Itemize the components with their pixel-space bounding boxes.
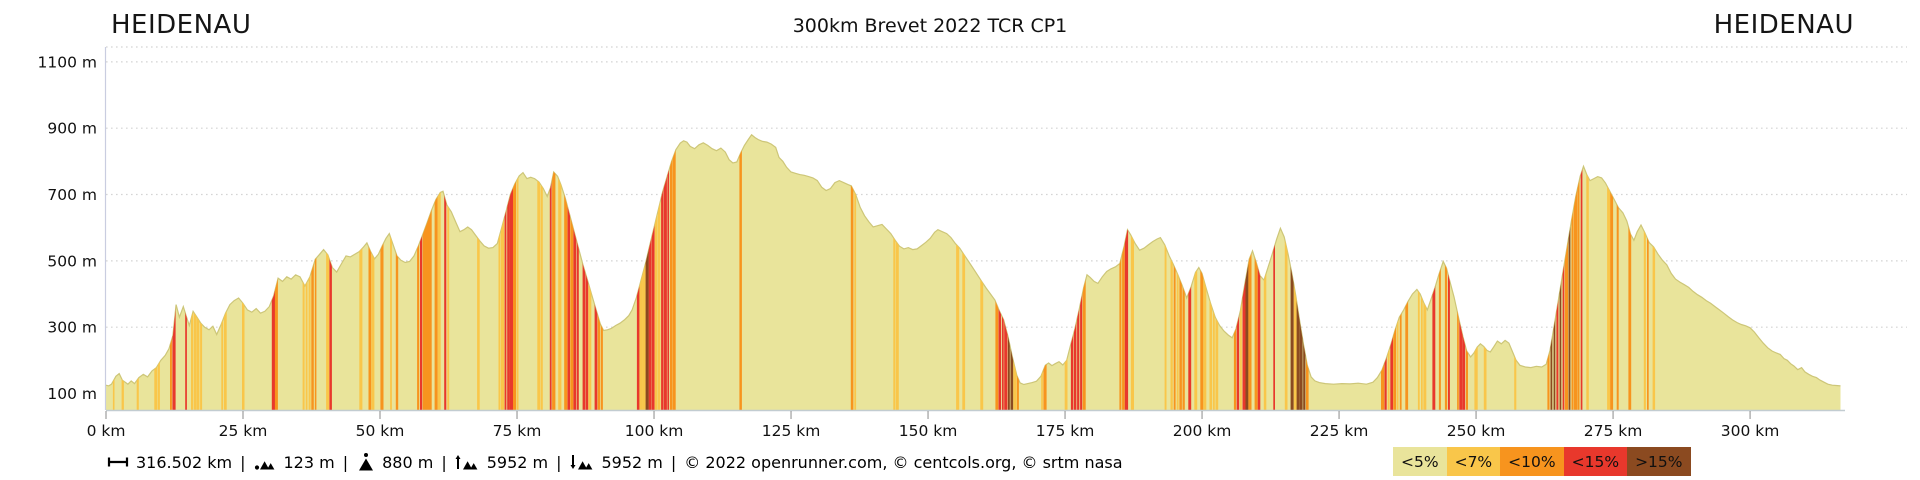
stat-total-descent: 5952 m: [570, 453, 663, 472]
total-descent-icon: [570, 455, 592, 470]
stat-separator: |: [670, 452, 677, 472]
credits-text: © 2022 openrunner.com, © centcols.org, ©…: [684, 452, 1123, 472]
legend-item-lt15: <15%: [1563, 447, 1628, 476]
stat-min-altitude-value: 123 m: [283, 452, 335, 472]
x-tick-label: 175 km: [1036, 422, 1095, 440]
stat-separator: |: [556, 452, 562, 472]
legend-item-lt10: <10%: [1500, 447, 1564, 476]
x-tick-label: 25 km: [219, 422, 268, 440]
x-tick-label: 250 km: [1447, 422, 1506, 440]
legend-item-gt15: >15%: [1627, 447, 1691, 476]
stat-max-altitude-value: 880 m: [382, 452, 434, 472]
stat-min-altitude: 123 m: [254, 453, 335, 472]
x-tick-label: 50 km: [356, 422, 405, 440]
legend-item-lt7: <7%: [1446, 447, 1501, 476]
chart-title: 300km Brevet 2022 TCR CP1: [792, 15, 1068, 37]
y-tick-label: 700 m: [47, 186, 97, 204]
stat-total-ascent: 5952 m: [455, 453, 548, 472]
stat-max-altitude: 880 m: [356, 452, 433, 472]
x-tick-label: 150 km: [899, 422, 958, 440]
stat-separator: |: [342, 452, 349, 472]
y-tick-label: 500 m: [47, 252, 97, 270]
y-axis-labels: 100 m 300 m 500 m 700 m 900 m 1100 m: [38, 53, 97, 403]
x-tick-label: 275 km: [1584, 422, 1643, 440]
x-tick-label: 125 km: [762, 422, 821, 440]
x-axis-ticks: 0 km 25 km 50 km 75 km 100 km 125 km 150 km 175…: [87, 411, 1780, 440]
gradient-legend: <5% <7% <10% <15% >15%: [1393, 447, 1691, 476]
total-ascent-icon: [455, 455, 478, 470]
legend-item-lt5: <5%: [1393, 447, 1447, 476]
stat-distance: 316.502 km: [106, 453, 232, 472]
stat-total-descent-value: 5952 m: [601, 452, 663, 472]
x-tick-label: 225 km: [1310, 422, 1369, 440]
x-tick-label: 75 km: [493, 422, 542, 440]
x-tick-label: 300 km: [1721, 422, 1780, 440]
y-tick-label: 300 m: [47, 319, 97, 337]
y-tick-label: 100 m: [47, 385, 97, 403]
distance-icon: [107, 457, 129, 467]
route-stats-bar: 316.502 km | 123 m | 880 m | 5952 m | 59…: [106, 447, 1123, 477]
stat-total-ascent-value: 5952 m: [486, 452, 549, 472]
min-altitude-icon: [254, 461, 274, 470]
elevation-area: [105, 133, 1841, 411]
stat-separator: |: [240, 452, 246, 472]
x-tick-label: 100 km: [625, 422, 684, 440]
x-tick-label: 0 km: [87, 422, 126, 440]
x-tick-label: 200 km: [1173, 422, 1232, 440]
route-start-label: HEIDENAU: [111, 10, 252, 40]
stat-distance-value: 316.502 km: [136, 452, 233, 472]
route-end-label: HEIDENAU: [1713, 10, 1854, 40]
axes: [104, 47, 1845, 412]
stat-separator: |: [441, 452, 447, 472]
y-tick-label: 1100 m: [38, 53, 97, 71]
max-altitude-icon: [359, 453, 374, 471]
y-tick-label: 900 m: [47, 120, 97, 138]
